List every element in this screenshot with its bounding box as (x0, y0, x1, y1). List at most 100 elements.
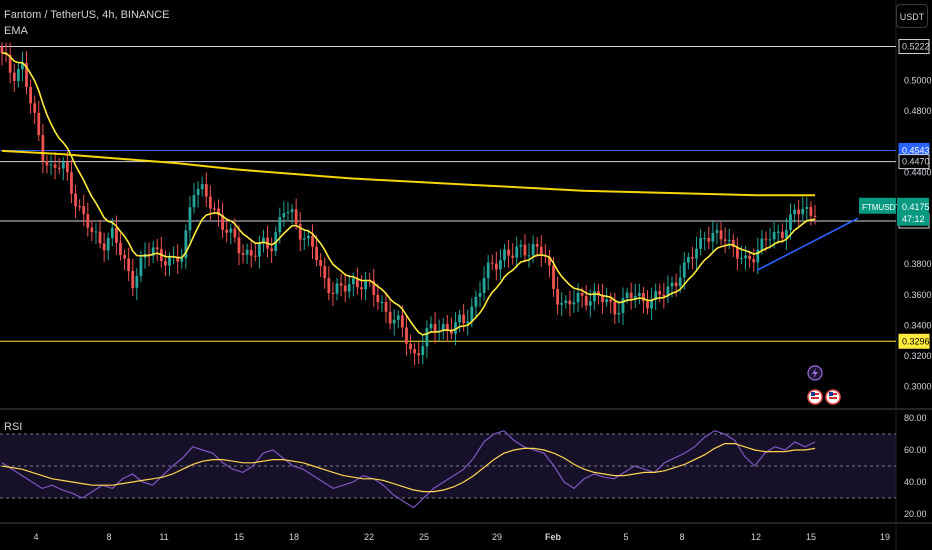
candle-body (801, 208, 805, 215)
candle-body (208, 196, 212, 209)
candle-body (217, 208, 220, 215)
candle-body (580, 292, 584, 296)
candle-body (735, 247, 739, 259)
rsi-line[interactable] (1, 430, 816, 509)
time-tick-Feb: Feb (545, 532, 562, 542)
candle-body (135, 276, 139, 289)
candle-body (682, 262, 686, 278)
rsi-ma-line[interactable] (1, 443, 816, 493)
price-label-box (898, 39, 930, 55)
candle-body (511, 255, 515, 258)
candle-body (245, 249, 249, 255)
candle-body (331, 293, 335, 295)
candle-body (364, 280, 368, 290)
candle-body (307, 235, 310, 239)
candle-body (90, 227, 94, 232)
candle-body (454, 322, 457, 334)
currency-button[interactable]: USDT (896, 4, 928, 28)
candle-body (65, 162, 69, 173)
price-label-box (898, 333, 930, 349)
time-tick-15: 15 (806, 532, 816, 542)
candle-body (119, 242, 122, 256)
candle-body (449, 329, 453, 334)
price-tick-label: 0.3600 (904, 290, 932, 300)
candle-body (499, 260, 502, 270)
candle-body (347, 284, 351, 292)
candle-body (552, 265, 555, 289)
candle-body (102, 243, 106, 251)
candle-body (372, 280, 376, 295)
candle-body (678, 277, 682, 287)
time-tick-29: 29 (492, 532, 502, 542)
candle-body (527, 255, 531, 257)
candle-body (609, 299, 613, 302)
candle-body (16, 69, 20, 81)
candle-body (429, 323, 433, 329)
candle-body (176, 256, 180, 262)
candle-body (61, 162, 65, 169)
candle-body (360, 287, 363, 290)
candle-body (196, 188, 200, 196)
candle-body (486, 262, 490, 278)
candle-body (392, 319, 396, 324)
candle-body (343, 285, 347, 292)
rsi-indicator-label[interactable]: RSI (4, 421, 23, 433)
candle-body (57, 167, 61, 169)
price-tick-label: 0.5000 (904, 76, 932, 86)
candle-body (560, 303, 564, 305)
candle-body (278, 217, 282, 233)
ema-long-line[interactable] (1, 149, 815, 197)
candle-body (380, 301, 384, 303)
candle-body (601, 295, 604, 303)
chart-title: Fantom / TetherUS, 4h, BINANCE (4, 9, 170, 21)
time-tick-12: 12 (751, 532, 761, 542)
ema-short-line[interactable] (1, 52, 816, 336)
candle-body (98, 231, 102, 244)
last-price-box (897, 197, 929, 226)
candle-body (740, 258, 743, 260)
price-tick-label: 0.4400 (904, 167, 932, 177)
rsi-tick-label: 80.00 (904, 413, 927, 423)
candle-body (49, 164, 53, 166)
price-label-0.3296: 0.3296 (902, 336, 930, 346)
candle-body (458, 314, 461, 323)
candle-body (188, 207, 192, 231)
symbol-tag-box (859, 197, 896, 214)
candle-body (531, 243, 535, 256)
candle-body (666, 286, 670, 297)
candle-body (715, 230, 719, 233)
candle-body (151, 247, 155, 256)
ema-indicator-label[interactable]: EMA (4, 25, 28, 37)
trendline[interactable] (756, 217, 859, 271)
price-label-0.4470: 0.4470 (902, 157, 930, 167)
candle-body (388, 311, 392, 324)
price-tick-label: 0.3200 (904, 351, 932, 361)
candle-body (315, 246, 318, 261)
candle-body (221, 214, 225, 230)
candle-body (605, 299, 609, 303)
candle-body (490, 262, 494, 264)
candle-body (474, 296, 478, 307)
candle-body (613, 301, 617, 315)
candle-body (12, 72, 16, 81)
candle-body (621, 298, 625, 313)
time-tick-8: 8 (106, 532, 111, 542)
candle-body (572, 302, 576, 305)
candle-body (413, 349, 417, 354)
candle-body (82, 206, 86, 215)
last-price-value: 0.4175 (902, 202, 930, 212)
candle-body (523, 244, 527, 256)
candle-body (629, 292, 633, 299)
candle-body (564, 300, 568, 304)
price-label-0.4543: 0.4543 (902, 145, 930, 155)
candle-body (670, 282, 674, 287)
candle-body (744, 255, 747, 259)
candle-body (323, 265, 327, 279)
time-tick-11: 11 (159, 532, 168, 542)
price-tick-label: 0.3400 (904, 320, 932, 330)
candle-body (813, 215, 817, 217)
price-tick-label: 0.3800 (904, 259, 932, 269)
candle-body (548, 256, 551, 266)
candle-body (237, 237, 241, 254)
